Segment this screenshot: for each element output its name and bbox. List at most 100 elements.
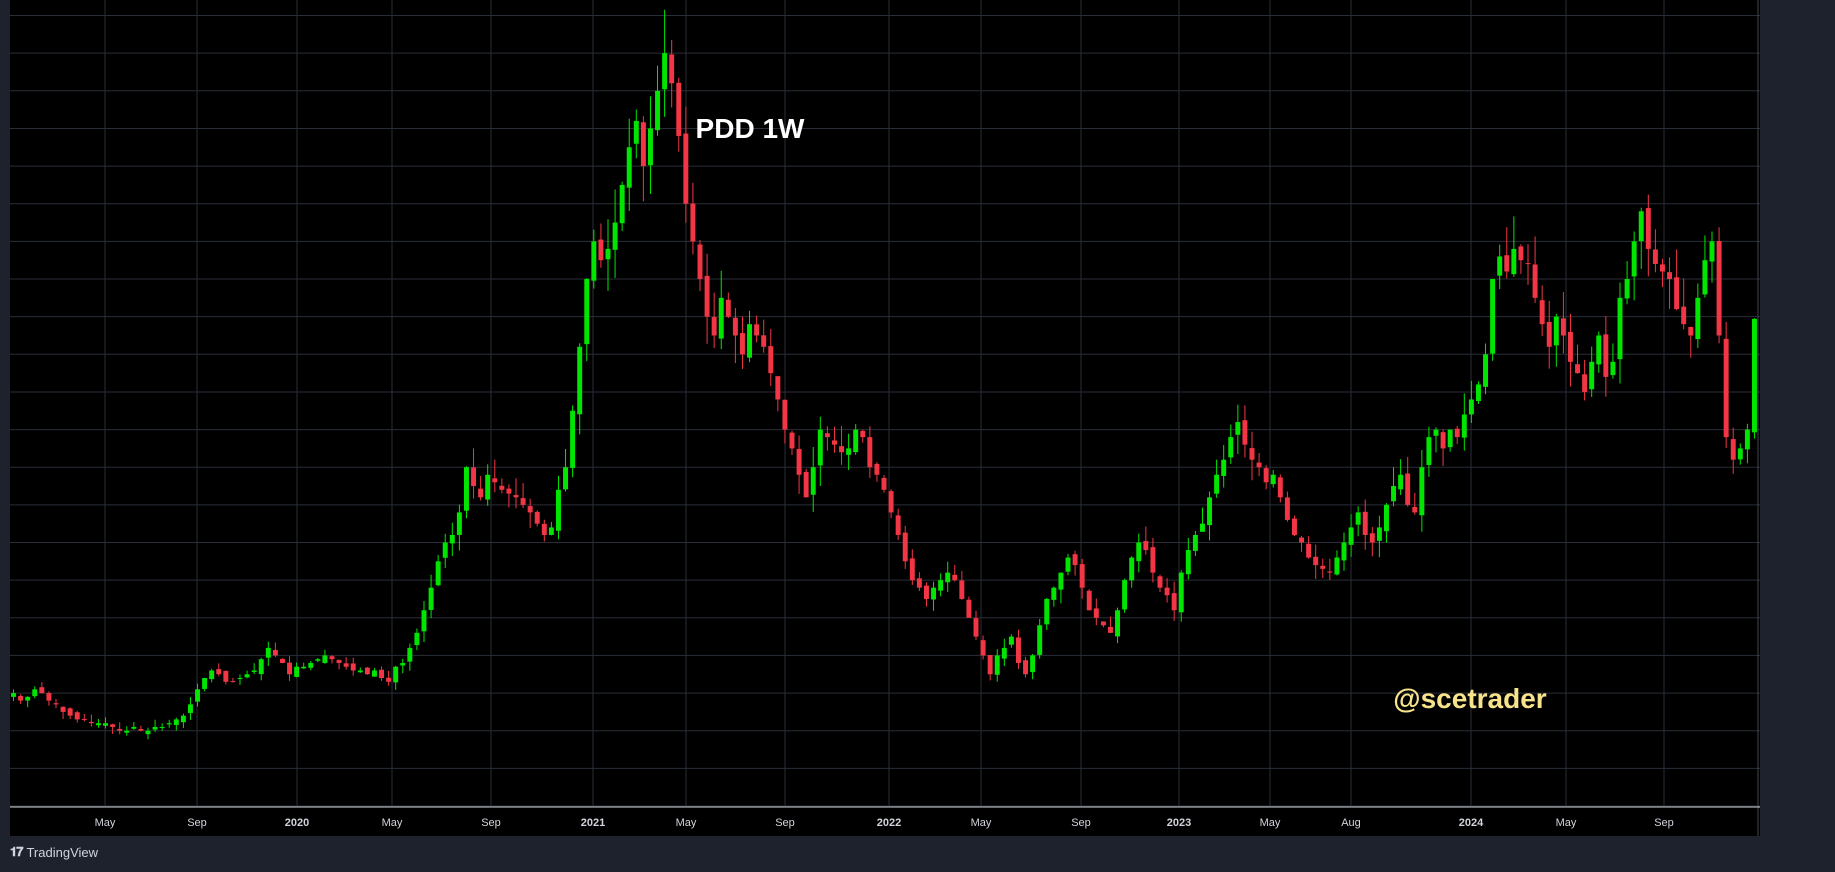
candle-body bbox=[18, 695, 24, 701]
candle-body bbox=[1277, 477, 1283, 498]
candle-body bbox=[1015, 637, 1021, 663]
x-tick-label: Sep bbox=[1654, 817, 1674, 829]
candle-body bbox=[1143, 541, 1149, 551]
candle-body bbox=[1100, 621, 1106, 626]
x-tick-label: Sep bbox=[187, 817, 207, 829]
candle-body bbox=[732, 317, 738, 336]
candle-body bbox=[1525, 263, 1531, 265]
candle-body bbox=[166, 723, 172, 725]
candle-body bbox=[180, 715, 186, 723]
candle-body bbox=[407, 647, 413, 662]
x-tick-label: May bbox=[95, 817, 116, 829]
candle-body bbox=[1631, 241, 1637, 277]
candle-body bbox=[485, 474, 491, 500]
candle-body bbox=[1299, 537, 1305, 543]
candle-body bbox=[902, 532, 908, 562]
candle-body bbox=[159, 726, 165, 728]
candle-body bbox=[492, 478, 498, 483]
time-axis: May Sep 2020 May Sep 2021 May Sep 2022 May Sep 2023… bbox=[10, 806, 1760, 829]
candle-body bbox=[67, 708, 73, 716]
candle-body bbox=[1419, 467, 1425, 516]
candle-body bbox=[463, 467, 469, 511]
candle-body bbox=[1617, 297, 1623, 360]
candle-body bbox=[1079, 564, 1085, 588]
footer-bar: 𝟏𝟕 TradingView bbox=[0, 836, 1835, 872]
candle-body bbox=[1185, 550, 1191, 575]
candle-body bbox=[513, 495, 519, 498]
candle-body bbox=[895, 515, 901, 535]
candle-body bbox=[1320, 565, 1326, 569]
candle-body bbox=[1659, 264, 1665, 272]
candle-body bbox=[1383, 504, 1389, 532]
candle-body bbox=[718, 297, 724, 339]
tradingview-logo[interactable]: 𝟏𝟕 TradingView bbox=[10, 844, 98, 860]
candle-body bbox=[655, 90, 661, 131]
candle-body bbox=[1391, 486, 1397, 502]
candle-body bbox=[1737, 448, 1743, 460]
candle-body bbox=[1638, 211, 1644, 242]
candle-body bbox=[1575, 364, 1581, 374]
candles bbox=[11, 9, 1757, 740]
candle-body bbox=[853, 429, 859, 453]
candle-body bbox=[1412, 507, 1418, 513]
candle-body bbox=[25, 696, 31, 701]
candle-body bbox=[187, 704, 193, 713]
candle-body bbox=[938, 580, 944, 591]
candle-body bbox=[53, 703, 59, 705]
candle-body bbox=[322, 655, 328, 663]
chart-area[interactable]: 210.00200.00190.00180.00170.00160.00150.… bbox=[10, 0, 1760, 836]
candle-body bbox=[117, 728, 123, 731]
candle-body bbox=[980, 640, 986, 656]
candle-body bbox=[103, 723, 109, 726]
candle-body bbox=[308, 662, 314, 668]
candle-body bbox=[931, 587, 937, 600]
candle-body bbox=[796, 448, 802, 475]
candle-body bbox=[640, 122, 646, 167]
candle-body bbox=[1284, 497, 1290, 520]
candle-body bbox=[626, 147, 632, 188]
candle-body bbox=[994, 655, 1000, 675]
candle-body bbox=[1263, 468, 1269, 483]
candle-body bbox=[548, 527, 554, 535]
x-tick-label: May bbox=[1260, 817, 1281, 829]
candle-body bbox=[449, 534, 455, 544]
candle-body bbox=[1504, 255, 1510, 272]
candle-body bbox=[1596, 335, 1602, 365]
candle-body bbox=[1582, 374, 1588, 392]
candle-body bbox=[442, 542, 448, 558]
candle-body bbox=[527, 506, 533, 513]
candle-body bbox=[1702, 260, 1708, 295]
candle-body bbox=[287, 662, 293, 675]
candle-body bbox=[916, 578, 922, 588]
candle-body bbox=[1681, 306, 1687, 325]
candle-body bbox=[959, 580, 965, 599]
candle-body bbox=[1171, 593, 1177, 611]
candle-body bbox=[846, 448, 852, 455]
candle-body bbox=[725, 299, 731, 317]
x-tick-label: May bbox=[382, 817, 403, 829]
candle-body bbox=[1192, 534, 1198, 551]
candle-body bbox=[923, 585, 929, 599]
candle-body bbox=[690, 203, 696, 242]
candle-body bbox=[138, 729, 144, 731]
candle-body bbox=[1716, 241, 1722, 336]
x-tick-label: Sep bbox=[775, 817, 795, 829]
candle-body bbox=[1228, 437, 1234, 458]
candlestick-chart[interactable]: 210.00200.00190.00180.00170.00160.00150.… bbox=[10, 0, 1760, 836]
candle-body bbox=[803, 471, 809, 498]
candle-body bbox=[789, 432, 795, 449]
candle-body bbox=[605, 248, 611, 260]
candle-body bbox=[39, 687, 45, 694]
candle-body bbox=[1115, 610, 1121, 637]
candle-body bbox=[775, 376, 781, 400]
candle-body bbox=[1157, 576, 1163, 588]
candle-body bbox=[110, 724, 116, 727]
candle-body bbox=[619, 184, 625, 224]
x-tick-label: Sep bbox=[1071, 817, 1091, 829]
candle-body bbox=[202, 678, 208, 689]
candle-body bbox=[1107, 626, 1113, 633]
candle-body bbox=[541, 523, 547, 535]
candle-body bbox=[1567, 331, 1573, 362]
candle-body bbox=[1362, 511, 1368, 535]
candle-body bbox=[1072, 554, 1078, 566]
